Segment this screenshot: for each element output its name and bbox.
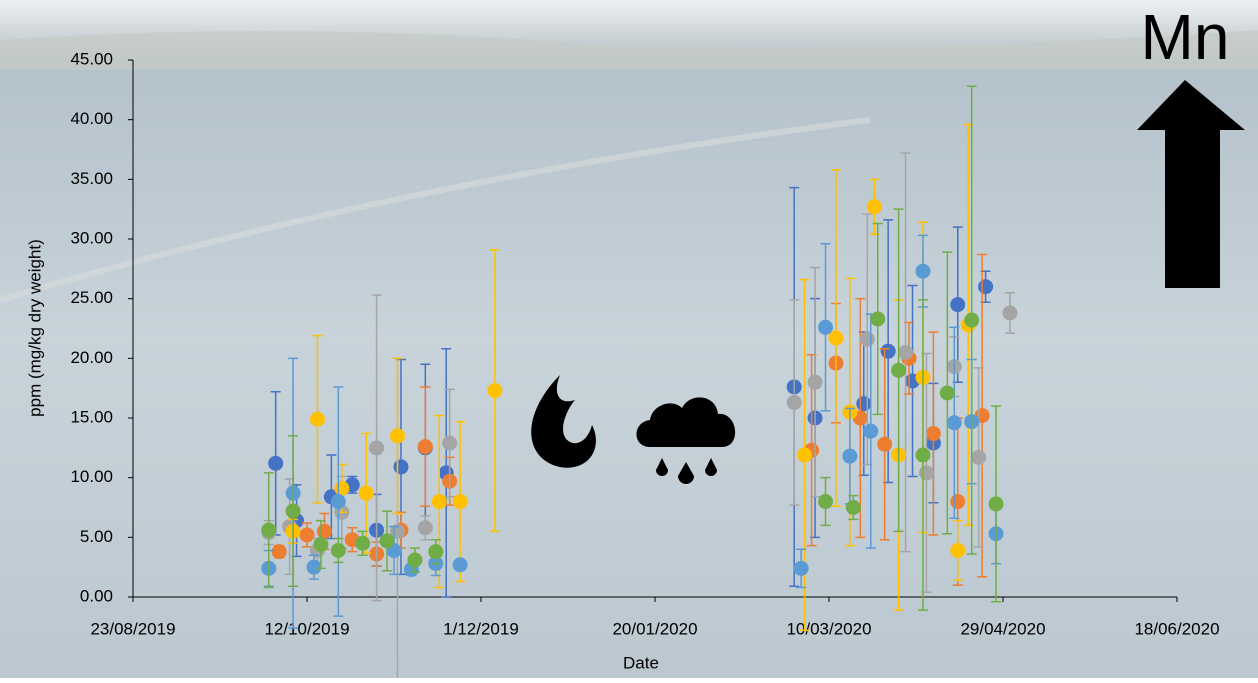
fire-icon xyxy=(531,375,596,468)
x-tick-label: 12/10/2019 xyxy=(264,619,349,638)
data-point xyxy=(271,544,287,560)
data-point xyxy=(358,485,374,501)
data-point xyxy=(807,374,823,390)
data-point xyxy=(915,447,931,463)
data-point xyxy=(369,440,385,456)
rain-drops xyxy=(656,458,717,484)
data-point xyxy=(1002,305,1018,321)
data-point xyxy=(988,496,1004,512)
y-tick-label: 25.00 xyxy=(70,288,113,307)
y-tick-label: 5.00 xyxy=(80,527,113,546)
data-point xyxy=(285,503,301,519)
data-point xyxy=(891,362,907,378)
data-point xyxy=(939,385,955,401)
data-point xyxy=(950,494,966,510)
data-point xyxy=(330,542,346,558)
y-tick-label: 40.00 xyxy=(70,109,113,128)
data-point xyxy=(870,311,886,327)
data-point xyxy=(316,523,332,539)
data-point xyxy=(950,542,966,558)
x-tick-label: 29/04/2020 xyxy=(960,619,1045,638)
data-point xyxy=(379,533,395,549)
data-point xyxy=(452,494,468,510)
x-tick-label: 18/06/2020 xyxy=(1134,619,1219,638)
data-point xyxy=(866,199,882,215)
data-point xyxy=(299,527,315,543)
up-arrow xyxy=(1137,80,1245,288)
data-point xyxy=(863,423,879,439)
y-tick-label: 0.00 xyxy=(80,586,113,605)
data-point xyxy=(431,494,447,510)
data-point xyxy=(793,560,809,576)
data-point xyxy=(393,459,409,475)
data-point xyxy=(309,411,325,427)
data-point xyxy=(918,465,934,481)
y-tick-label: 35.00 xyxy=(70,169,113,188)
x-tick-label: 10/03/2020 xyxy=(786,619,871,638)
y-tick-label: 20.00 xyxy=(70,348,113,367)
data-point xyxy=(950,297,966,313)
y-tick-label: 30.00 xyxy=(70,228,113,247)
shoreline xyxy=(0,30,1258,70)
data-point xyxy=(818,494,834,510)
data-point xyxy=(330,494,346,510)
buoy-line xyxy=(0,117,871,303)
data-point xyxy=(417,439,433,455)
data-point xyxy=(261,522,277,538)
data-point xyxy=(845,500,861,515)
data-point xyxy=(428,544,444,560)
data-point xyxy=(786,394,802,410)
data-point xyxy=(971,449,987,465)
data-point xyxy=(898,344,914,360)
data-point xyxy=(842,448,858,464)
data-point xyxy=(797,447,813,463)
data-point xyxy=(877,436,893,452)
data-point xyxy=(417,520,433,536)
data-point xyxy=(355,535,371,551)
x-tick-label: 23/08/2019 xyxy=(90,619,175,638)
data-point xyxy=(389,428,405,444)
data-point xyxy=(828,330,844,346)
data-point xyxy=(925,426,941,442)
data-point xyxy=(442,435,458,451)
data-point xyxy=(306,559,322,575)
data-point xyxy=(452,557,468,573)
x-tick-label: 20/01/2020 xyxy=(612,619,697,638)
y-tick-label: 45.00 xyxy=(70,49,113,68)
data-point xyxy=(915,263,931,279)
data-point xyxy=(334,480,350,496)
rain-cloud-icon xyxy=(636,397,736,447)
data-point xyxy=(407,552,423,568)
chart-title: Mn xyxy=(1141,1,1230,73)
data-point xyxy=(313,536,329,552)
data-point xyxy=(880,343,896,359)
y-tick-label: 10.00 xyxy=(70,467,113,486)
y-tick-label: 15.00 xyxy=(70,407,113,426)
data-point xyxy=(268,455,284,471)
data-point xyxy=(487,383,503,399)
data-point xyxy=(946,415,962,431)
data-point xyxy=(964,312,980,328)
data-point xyxy=(978,279,994,295)
data-point xyxy=(818,319,834,335)
y-axis-label: ppm (mg/kg dry weight) xyxy=(25,239,44,417)
x-axis-label: Date xyxy=(623,653,659,672)
x-tick-label: 1/12/2019 xyxy=(443,619,519,638)
data-point xyxy=(856,396,872,412)
data-point xyxy=(859,331,875,347)
